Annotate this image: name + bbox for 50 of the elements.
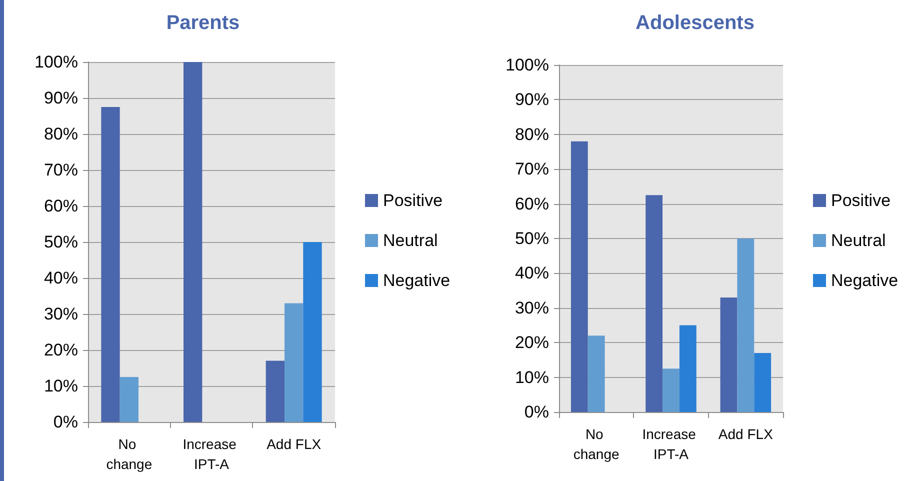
legend-label: Negative [383,271,450,290]
y-tick-label: 30% [514,298,549,318]
y-tick-label: 70% [514,160,549,179]
y-tick-label: 20% [44,340,78,360]
y-tick-label: 50% [44,232,78,252]
x-tick-label: Increase IPT-A [642,426,700,462]
y-tick-label: 0% [524,402,549,422]
y-tick-label: 40% [514,264,549,283]
y-tick-label: 90% [44,88,78,108]
y-tick-label: 40% [44,268,78,288]
legend-label: Negative [831,271,898,290]
y-tick-label: 70% [44,160,78,180]
bar [570,141,588,412]
bar [646,195,663,412]
legend-label: Positive [383,191,443,210]
bar [588,336,605,412]
chart-title: Parents [166,12,240,34]
y-tick-label: 10% [44,376,78,396]
bar [662,368,680,412]
y-tick-label: 80% [44,124,78,144]
y-tick-label: 90% [514,90,549,110]
y-tick-label: 10% [514,368,549,387]
y-tick-label: 20% [514,333,549,352]
bar [120,377,138,422]
y-tick-label: 0% [53,412,78,432]
y-tick-label: 50% [514,229,549,248]
bar [266,360,284,422]
x-tick-label: No change [106,436,152,472]
legend-label: Neutral [383,231,438,250]
y-tick-label: 100% [34,52,78,72]
y-tick-label: 60% [514,194,549,214]
bar [737,238,754,412]
bar [754,353,772,412]
legend-label: Positive [831,191,891,210]
bar [101,107,120,422]
bar [679,325,696,412]
x-tick-label: Add FLX [718,426,774,442]
y-tick-label: 30% [44,304,78,324]
chart-title: Adolescents [636,12,754,34]
x-tick-label: Increase IPT-A [182,436,240,472]
y-tick-label: 100% [506,56,549,74]
bar [284,303,304,422]
bar [720,297,738,412]
bar [303,242,322,422]
y-tick-label: 80% [514,124,549,144]
bar [184,62,202,422]
x-tick-label: Add FLX [266,436,322,452]
legend-label: Neutral [831,231,886,250]
y-tick-label: 60% [44,196,78,216]
x-tick-label: No change [573,426,620,462]
